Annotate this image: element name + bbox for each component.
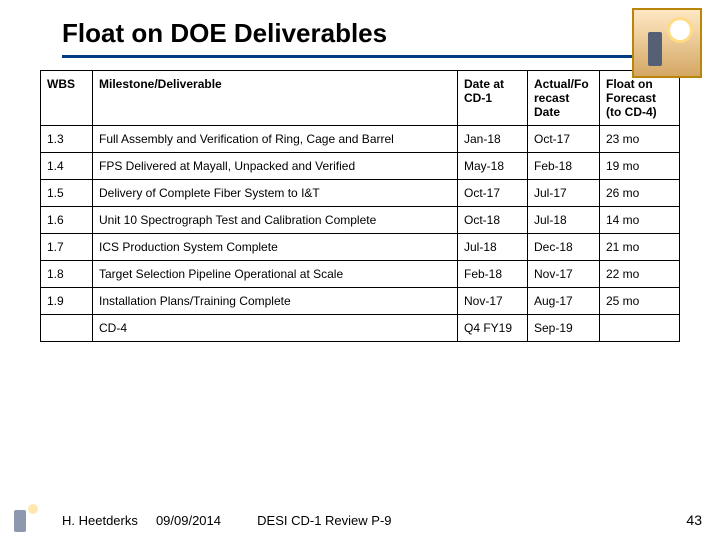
footer-author: H. Heetderks (62, 513, 138, 528)
cell-actual: Dec-18 (528, 234, 600, 261)
cell-wbs: 1.4 (41, 153, 93, 180)
cell-milestone: FPS Delivered at Mayall, Unpacked and Ve… (93, 153, 458, 180)
cell-milestone: CD-4 (93, 315, 458, 342)
cell-date-cd1: Nov-17 (458, 288, 528, 315)
logo-stone-icon (648, 32, 662, 66)
cell-actual: Jul-18 (528, 207, 600, 234)
cell-actual: Sep-19 (528, 315, 600, 342)
cell-milestone: ICS Production System Complete (93, 234, 458, 261)
cell-date-cd1: Jan-18 (458, 126, 528, 153)
corner-logo (632, 8, 702, 78)
footer-text: H. Heetderks 09/09/2014 DESI CD-1 Review… (62, 513, 392, 528)
footer-logo-icon (10, 504, 40, 534)
cell-milestone: Installation Plans/Training Complete (93, 288, 458, 315)
cell-actual: Jul-17 (528, 180, 600, 207)
cell-wbs: 1.5 (41, 180, 93, 207)
table-header-row: WBS Milestone/Deliverable Date at CD-1 A… (41, 71, 680, 126)
col-header-wbs: WBS (41, 71, 93, 126)
footer-date: 09/09/2014 (156, 513, 221, 528)
table-row: CD-4 Q4 FY19 Sep-19 (41, 315, 680, 342)
cell-float: 22 mo (600, 261, 680, 288)
footer-sun-icon (28, 504, 38, 514)
page-number: 43 (686, 512, 702, 528)
cell-float: 26 mo (600, 180, 680, 207)
col-header-milestone: Milestone/Deliverable (93, 71, 458, 126)
cell-milestone: Full Assembly and Verification of Ring, … (93, 126, 458, 153)
col-header-date-cd1: Date at CD-1 (458, 71, 528, 126)
cell-float: 23 mo (600, 126, 680, 153)
cell-float: 14 mo (600, 207, 680, 234)
logo-sun-icon (670, 20, 690, 40)
cell-date-cd1: Q4 FY19 (458, 315, 528, 342)
cell-milestone: Target Selection Pipeline Operational at… (93, 261, 458, 288)
col-header-float: Float on Forecast (to CD-4) (600, 71, 680, 126)
table-row: 1.6 Unit 10 Spectrograph Test and Calibr… (41, 207, 680, 234)
cell-date-cd1: Feb-18 (458, 261, 528, 288)
cell-actual: Nov-17 (528, 261, 600, 288)
cell-wbs: 1.8 (41, 261, 93, 288)
table-row: 1.7 ICS Production System Complete Jul-1… (41, 234, 680, 261)
footer-center: DESI CD-1 Review P-9 (257, 513, 391, 528)
cell-actual: Feb-18 (528, 153, 600, 180)
deliverables-table: WBS Milestone/Deliverable Date at CD-1 A… (40, 70, 680, 342)
table-row: 1.3 Full Assembly and Verification of Ri… (41, 126, 680, 153)
cell-wbs: 1.7 (41, 234, 93, 261)
cell-float: 25 mo (600, 288, 680, 315)
cell-date-cd1: Jul-18 (458, 234, 528, 261)
cell-date-cd1: May-18 (458, 153, 528, 180)
col-header-actual-forecast: Actual/Forecast Date (528, 71, 600, 126)
cell-date-cd1: Oct-17 (458, 180, 528, 207)
table-row: 1.9 Installation Plans/Training Complete… (41, 288, 680, 315)
cell-float: 19 mo (600, 153, 680, 180)
footer-stone-icon (14, 510, 26, 532)
cell-float (600, 315, 680, 342)
cell-actual: Aug-17 (528, 288, 600, 315)
slide-title: Float on DOE Deliverables (62, 18, 720, 49)
cell-wbs: 1.9 (41, 288, 93, 315)
table-row: 1.8 Target Selection Pipeline Operationa… (41, 261, 680, 288)
cell-wbs: 1.3 (41, 126, 93, 153)
cell-float: 21 mo (600, 234, 680, 261)
cell-milestone: Delivery of Complete Fiber System to I&T (93, 180, 458, 207)
cell-wbs: 1.6 (41, 207, 93, 234)
table-row: 1.5 Delivery of Complete Fiber System to… (41, 180, 680, 207)
table-row: 1.4 FPS Delivered at Mayall, Unpacked an… (41, 153, 680, 180)
cell-actual: Oct-17 (528, 126, 600, 153)
cell-wbs (41, 315, 93, 342)
cell-date-cd1: Oct-18 (458, 207, 528, 234)
cell-milestone: Unit 10 Spectrograph Test and Calibratio… (93, 207, 458, 234)
